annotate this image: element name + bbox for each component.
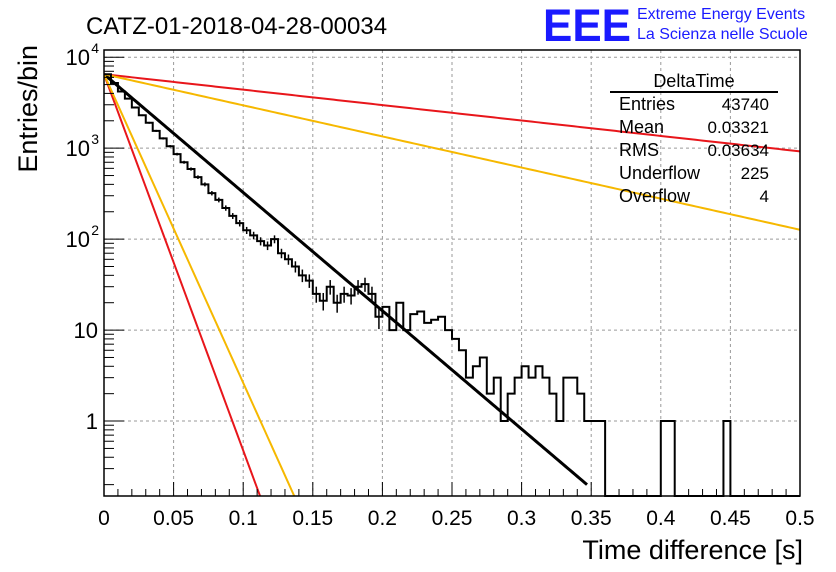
run-title: CATZ-01-2018-04-28-00034: [86, 13, 387, 40]
eee-logo-mark: EEE: [543, 0, 631, 51]
stats-row-value: 0.03321: [708, 118, 769, 137]
yellow-curve: [104, 73, 296, 496]
stats-title: DeltaTime: [653, 71, 734, 91]
axes: 0 0.05 0.1 0.15 0.2 0.25 0.3 0.35 0.4 0.45 0.5 1 10 1…: [66, 40, 815, 530]
x-tick-label: 0: [98, 507, 110, 530]
stats-row-label: Mean: [619, 117, 664, 137]
stats-row-value: 43740: [722, 95, 769, 114]
yellow-curve: [104, 73, 800, 231]
x-axis-label: Time difference [s]: [582, 535, 803, 565]
y-tick-label: 10: [66, 45, 90, 70]
stats-row-value: 225: [741, 164, 769, 183]
x-tick-label: 0.05: [153, 507, 194, 530]
red-curve: [104, 73, 800, 153]
black-curve: [104, 73, 588, 486]
stats-box: DeltaTime Entries 43740 Mean 0.03321 RMS 0.03…: [610, 71, 778, 206]
x-tick-label: 0.15: [292, 507, 333, 530]
stats-row-value: 0.03634: [708, 141, 769, 160]
stats-row-label: RMS: [619, 140, 659, 160]
stats-rows: Entries 43740 Mean 0.03321 RMS 0.03634 Underfl…: [619, 94, 769, 206]
eee-logo: EEE Extreme Energy Events La Scienza nel…: [543, 0, 808, 51]
stats-row-label: Entries: [619, 94, 675, 114]
x-tick-label: 0.2: [368, 507, 397, 530]
red-curve: [104, 73, 262, 496]
x-tick-label: 0.1: [229, 507, 258, 530]
y-tick-label: 1: [86, 409, 98, 434]
eee-logo-line1: Extreme Energy Events: [637, 6, 805, 23]
y-tick-label: 10: [66, 136, 90, 161]
x-tick-label: 0.35: [571, 507, 612, 530]
x-tick-label: 0.25: [432, 507, 473, 530]
stats-row-label: Underflow: [619, 163, 701, 183]
x-tick-label: 0.45: [710, 507, 751, 530]
y-tick-exponent: 3: [91, 131, 99, 147]
y-axis-label: Entries/bin: [13, 45, 43, 173]
y-tick-exponent: 4: [91, 40, 99, 56]
x-tick-label: 0.3: [507, 507, 536, 530]
x-tick-label: 0.5: [785, 507, 814, 530]
x-tick-label: 0.4: [646, 507, 676, 530]
stats-row-label: Overflow: [619, 186, 691, 206]
y-tick-exponent: 2: [91, 222, 99, 238]
stats-row-value: 4: [760, 187, 769, 206]
y-tick-label: 10: [66, 227, 90, 252]
eee-logo-line2: La Scienza nelle Scuole: [637, 26, 808, 43]
grid: [104, 50, 800, 496]
y-tick-label: 10: [74, 318, 98, 343]
curves: [104, 73, 800, 496]
